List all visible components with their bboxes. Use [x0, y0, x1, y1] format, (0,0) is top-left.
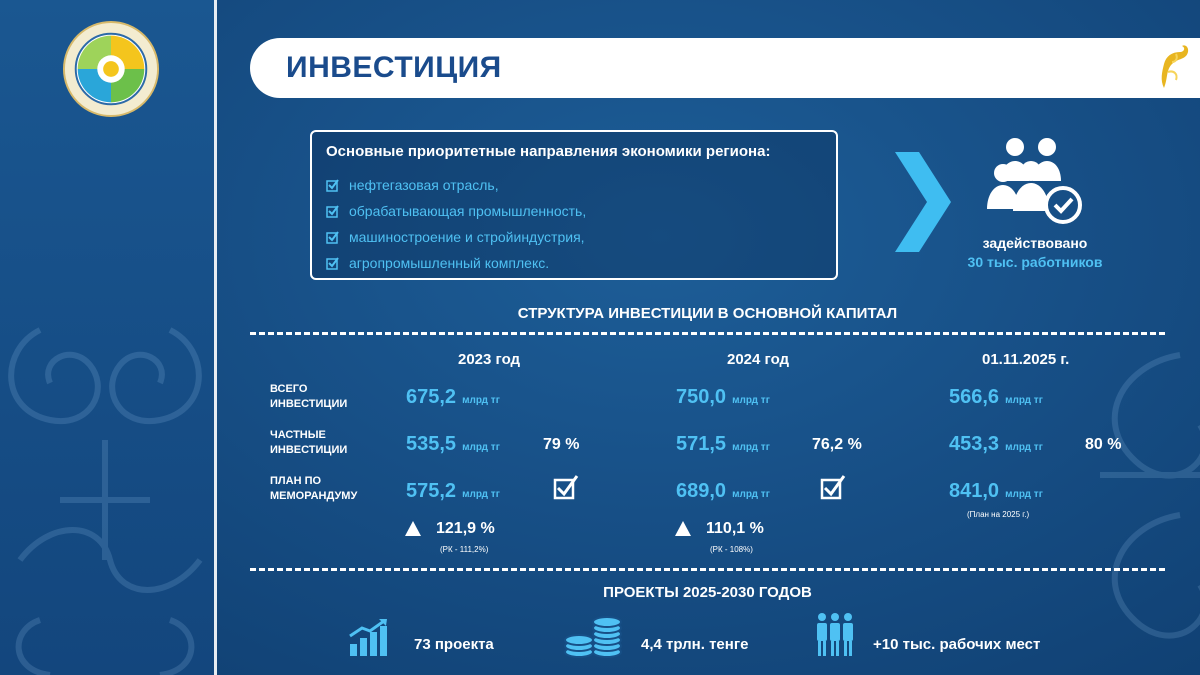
ornament-pattern-right: [1100, 352, 1200, 639]
list-item: нефтегазовая отрасль,: [326, 172, 586, 198]
growth-2023: 121,9 %: [436, 520, 495, 537]
value-number: 575,2: [406, 480, 457, 502]
workers-label: задействовано: [982, 235, 1088, 251]
row-label-line: ВСЕГО: [270, 383, 308, 395]
title-bar: ИНВЕСТИЦИЯ: [250, 38, 1200, 98]
value-plan-2025: 841,0 млрд тг: [949, 480, 1043, 503]
value-unit: млрд тг: [462, 395, 500, 406]
value-plan-2023: 575,2 млрд тг: [406, 480, 500, 503]
checkbox-checked-icon: [326, 178, 339, 192]
value-number: 566,6: [949, 386, 1000, 408]
projects-count: 73 проекта: [414, 636, 494, 653]
value-number: 841,0: [949, 480, 1000, 502]
priority-heading: Основные приоритетные направления эконом…: [326, 143, 771, 160]
checkbox-checked-icon: [820, 475, 846, 500]
workers-caption: задействовано 30 тыс. работников: [930, 234, 1140, 272]
sidebar-panel: [0, 0, 214, 675]
value-number: 675,2: [406, 386, 457, 408]
private-share-2024: 76,2 %: [812, 436, 862, 453]
value-total-2024: 750,0 млрд тг: [676, 386, 770, 409]
dashed-separator: [250, 332, 1165, 335]
value-number: 535,5: [406, 433, 457, 455]
value-unit: млрд тг: [462, 489, 500, 500]
growth-2024: 110,1 %: [706, 520, 764, 537]
chevron-right-icon: [895, 152, 951, 252]
page-title: ИНВЕСТИЦИЯ: [286, 51, 502, 84]
region-emblem-logo: [62, 20, 160, 118]
projects-title: ПРОЕКТЫ 2025-2030 ГОДОВ: [603, 584, 812, 601]
checkbox-checked-icon: [326, 256, 339, 270]
checkbox-checked-icon: [326, 204, 339, 218]
vertical-divider: [214, 0, 217, 675]
projects-jobs: +10 тыс. рабочих мест: [873, 636, 1041, 653]
value-number: 750,0: [676, 386, 727, 408]
priority-directions-box: Основные приоритетные направления эконом…: [310, 130, 838, 280]
row-label-line: ИНВЕСТИЦИИ: [270, 398, 348, 410]
checkbox-checked-icon: [326, 230, 339, 244]
private-share-2025: 80 %: [1085, 436, 1122, 453]
year-2023: 2023 год: [458, 351, 521, 368]
note-2025: (План на 2025 г.): [967, 510, 1030, 519]
value-unit: млрд тг: [732, 489, 770, 500]
list-item: машиностроение и стройиндустрия,: [326, 224, 586, 250]
value-private-2025: 453,3 млрд тг: [949, 433, 1043, 456]
row-label-line: ПЛАН ПО: [270, 475, 322, 487]
private-share-2023: 79 %: [543, 436, 580, 453]
priority-item-label: нефтегазовая отрасль,: [349, 177, 499, 193]
priority-item-label: машиностроение и стройиндустрия,: [349, 229, 585, 245]
year-2024: 2024 год: [727, 351, 790, 368]
row-label-total: ВСЕГО ИНВЕСТИЦИИ: [270, 382, 347, 412]
value-unit: млрд тг: [1005, 442, 1043, 453]
value-total-2025: 566,6 млрд тг: [949, 386, 1043, 409]
value-unit: млрд тг: [1005, 489, 1043, 500]
value-unit: млрд тг: [732, 442, 770, 453]
workers-group-check-icon: [987, 138, 1082, 224]
priority-item-label: обрабатывающая промышленность,: [349, 203, 587, 219]
list-item: агропромышленный комплекс.: [326, 250, 586, 276]
ornament-pattern-left: [8, 327, 203, 675]
value-private-2024: 571,5 млрд тг: [676, 433, 770, 456]
priority-item-label: агропромышленный комплекс.: [349, 255, 550, 271]
row-label-line: ЧАСТНЫЕ: [270, 429, 326, 441]
row-label-line: ИНВЕСТИЦИИ: [270, 444, 348, 456]
row-label-line: МЕМОРАНДУМУ: [270, 490, 358, 502]
row-label-plan: ПЛАН ПО МЕМОРАНДУМУ: [270, 474, 357, 504]
checkbox-checked-icon: [553, 475, 579, 500]
golden-snow-leopard-emblem-icon: [1161, 45, 1189, 88]
coin-stack-icon: [564, 616, 622, 658]
triangle-up-icon: [675, 521, 691, 536]
workers-group-icon: [817, 613, 853, 656]
value-number: 689,0: [676, 480, 727, 502]
value-private-2023: 535,5 млрд тг: [406, 433, 500, 456]
value-unit: млрд тг: [1005, 395, 1043, 406]
value-number: 453,3: [949, 433, 1000, 455]
structure-title: СТРУКТУРА ИНВЕСТИЦИИ В ОСНОВНОЙ КАПИТАЛ: [517, 305, 898, 322]
priority-list: нефтегазовая отрасль, обрабатывающая про…: [326, 172, 586, 276]
value-unit: млрд тг: [462, 442, 500, 453]
projects-amount: 4,4 трлн. тенге: [641, 636, 749, 653]
note-2024: (РК - 108%): [710, 545, 753, 554]
dashed-separator: [250, 568, 1165, 571]
value-number: 571,5: [676, 433, 727, 455]
date-2025: 01.11.2025 г.: [982, 351, 1070, 368]
workers-count: 30 тыс. работников: [967, 254, 1103, 270]
list-item: обрабатывающая промышленность,: [326, 198, 586, 224]
value-unit: млрд тг: [732, 395, 770, 406]
value-total-2023: 675,2 млрд тг: [406, 386, 500, 409]
triangle-up-icon: [405, 521, 421, 536]
value-plan-2024: 689,0 млрд тг: [676, 480, 770, 503]
growth-chart-icon: [349, 619, 387, 656]
note-2023: (РК - 111,2%): [440, 545, 489, 554]
row-label-private: ЧАСТНЫЕ ИНВЕСТИЦИИ: [270, 428, 347, 458]
